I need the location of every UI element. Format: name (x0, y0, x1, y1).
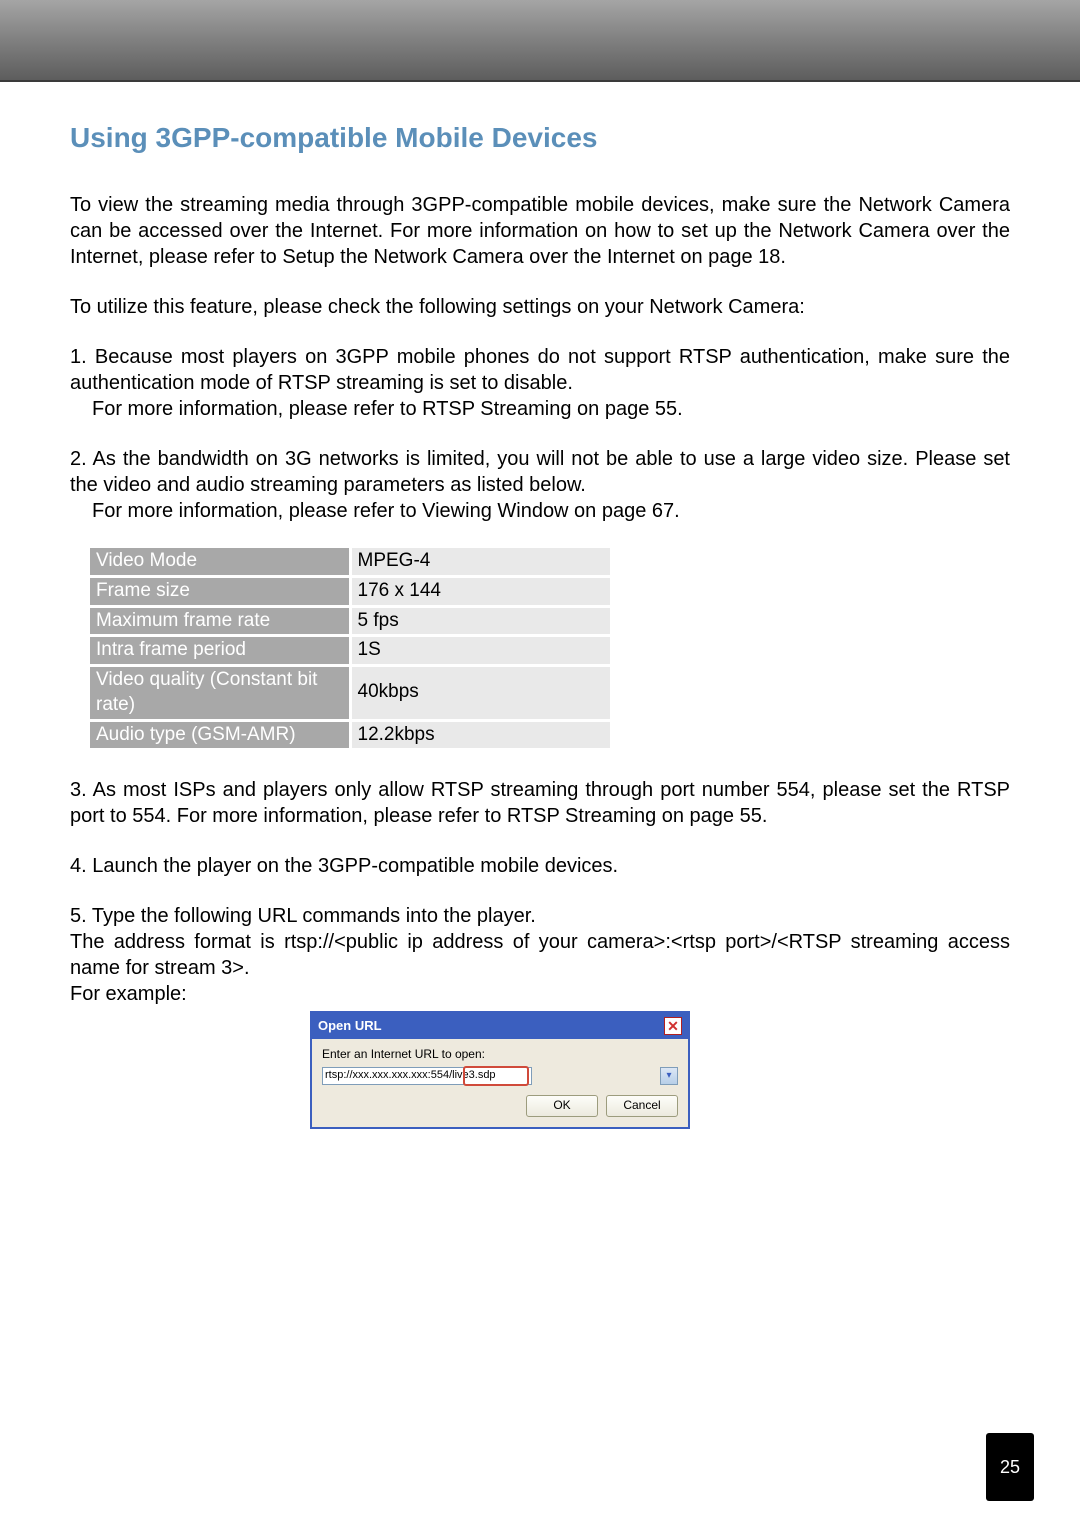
section-heading: Using 3GPP-compatible Mobile Devices (70, 120, 1010, 156)
intro-paragraph-1: To view the streaming media through 3GPP… (70, 192, 1010, 270)
dialog-label: Enter an Internet URL to open: (322, 1047, 678, 1063)
url-input[interactable]: rtsp://xxx.xxx.xxx.xxx:554/live3.sdp (322, 1067, 532, 1085)
cell-value: 12.2kbps (350, 720, 610, 750)
url-row: rtsp://xxx.xxx.xxx.xxx:554/live3.sdp ▾ (322, 1067, 678, 1085)
cell-value: MPEG-4 (350, 548, 610, 576)
item2-text: 2. As the bandwidth on 3G networks is li… (70, 448, 1010, 496)
chevron-down-icon: ▾ (666, 1069, 671, 1082)
item2-sub: For more information, please refer to Vi… (70, 498, 1010, 524)
item1-text: 1. Because most players on 3GPP mobile p… (70, 346, 1010, 394)
cell-label: Intra frame period (90, 636, 350, 666)
cell-value: 40kbps (350, 666, 610, 720)
cell-value: 1S (350, 636, 610, 666)
dialog-title: Open URL (318, 1018, 382, 1035)
list-item-5: 5. Type the following URL commands into … (70, 903, 1010, 1007)
dialog-body: Enter an Internet URL to open: rtsp://xx… (312, 1039, 688, 1127)
table-row: Video quality (Constant bit rate)40kbps (90, 666, 610, 720)
open-url-dialog: Open URL ✕ Enter an Internet URL to open… (310, 1011, 690, 1129)
dialog-buttons: OK Cancel (322, 1095, 678, 1117)
list-item-1: 1. Because most players on 3GPP mobile p… (70, 344, 1010, 422)
table-row: Video ModeMPEG-4 (90, 548, 610, 576)
table-row: Audio type (GSM-AMR)12.2kbps (90, 720, 610, 750)
ok-button[interactable]: OK (526, 1095, 598, 1117)
cell-value: 176 x 144 (350, 577, 610, 607)
settings-table: Video ModeMPEG-4 Frame size176 x 144 Max… (90, 548, 610, 751)
dropdown-button[interactable]: ▾ (660, 1067, 678, 1085)
list-item-4: 4. Launch the player on the 3GPP-compati… (70, 853, 1010, 879)
page-content: Using 3GPP-compatible Mobile Devices To … (0, 82, 1080, 1129)
header-band (0, 0, 1080, 82)
intro-paragraph-2: To utilize this feature, please check th… (70, 294, 1010, 320)
item1-sub: For more information, please refer to RT… (70, 396, 1010, 422)
item5-line1: 5. Type the following URL commands into … (70, 905, 536, 927)
cell-label: Video Mode (90, 548, 350, 576)
cell-label: Maximum frame rate (90, 606, 350, 636)
item5-line2: The address format is rtsp://<public ip … (70, 931, 1010, 979)
table-row: Intra frame period1S (90, 636, 610, 666)
close-button[interactable]: ✕ (664, 1017, 682, 1035)
item5-line3: For example: (70, 983, 187, 1005)
page-number: 25 (986, 1433, 1034, 1501)
url-value: rtsp://xxx.xxx.xxx.xxx:554/live3.sdp (325, 1069, 496, 1081)
cancel-button[interactable]: Cancel (606, 1095, 678, 1117)
close-icon: ✕ (667, 1019, 679, 1033)
cell-label: Video quality (Constant bit rate) (90, 666, 350, 720)
table-row: Frame size176 x 144 (90, 577, 610, 607)
cell-label: Frame size (90, 577, 350, 607)
list-item-2: 2. As the bandwidth on 3G networks is li… (70, 446, 1010, 524)
table-row: Maximum frame rate5 fps (90, 606, 610, 636)
cell-value: 5 fps (350, 606, 610, 636)
list-item-3: 3. As most ISPs and players only allow R… (70, 777, 1010, 829)
dialog-titlebar: Open URL ✕ (312, 1013, 688, 1039)
cell-label: Audio type (GSM-AMR) (90, 720, 350, 750)
